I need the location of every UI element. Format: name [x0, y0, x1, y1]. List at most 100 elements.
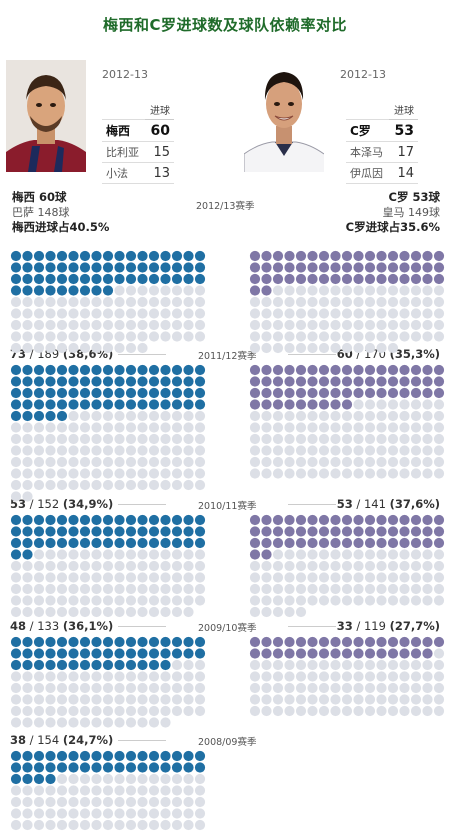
messi-team-goal-dot-2 [194, 549, 206, 560]
messi-team-goal-dot-3 [183, 659, 194, 671]
ronaldo-goal-dot-1 [410, 376, 422, 387]
messi-team-goal-dot-3 [183, 682, 194, 694]
messi-team-goal-dot-1 [22, 468, 33, 479]
ronaldo-goal-dot-0 [353, 262, 364, 273]
messi-team-goal-dot-1 [56, 422, 68, 433]
messi-goal-dot-1 [68, 387, 79, 399]
ronaldo-team-goal-dot-0 [284, 342, 295, 354]
ronaldo-goal-dot-1 [364, 364, 376, 376]
ronaldo-team-goal-dot-2 [307, 583, 318, 595]
ronaldo-goal-dot-1 [307, 399, 318, 410]
messi-team-goal-dot-3 [160, 682, 171, 694]
messi-team-goal-dot-1 [22, 456, 33, 468]
ronaldo-team-goal-dot-1 [364, 456, 376, 468]
messi-goal-dot-1 [33, 387, 45, 399]
messi-team-goal-dot-0 [194, 308, 206, 319]
ronaldo-goal-dot-3 [272, 648, 284, 659]
messi-goal-dot-4 [137, 762, 148, 773]
messi-team-goal-dot-4 [22, 808, 33, 819]
messi-team-goal-dot-3 [33, 705, 45, 717]
ronaldo-goal-dot-0 [399, 273, 410, 285]
ronaldo-team-goal-dot-3 [295, 659, 307, 671]
messi-goal-dot-3 [33, 648, 45, 659]
ronaldo-team-goal-dot-1 [399, 456, 410, 468]
messi-team-goal-dot-1 [45, 468, 56, 479]
ronaldo-team-goal-dot-0 [410, 319, 422, 331]
messi-team-goal-dot-0 [114, 319, 125, 331]
messi-goal-dot-0 [183, 262, 194, 273]
messi-goal-dot-3 [171, 636, 183, 648]
ronaldo-team-goal-dot-2 [330, 572, 341, 583]
ronaldo-goal-dot-1 [261, 399, 272, 410]
messi-team-goal-dot-4 [114, 819, 125, 831]
messi-goal-dot-0 [148, 262, 160, 273]
messi-goal-dot-4 [137, 750, 148, 762]
season-label-2011: 2011/12赛季 [198, 351, 257, 362]
messi-goal-dot-2 [160, 537, 171, 549]
ronaldo-team-goal-dot-0 [249, 308, 261, 319]
messi-team-goal-dot-3 [137, 705, 148, 717]
higuain-row-name: 伊瓜因 [346, 162, 389, 184]
ronaldo-team-goal-dot-2 [410, 549, 422, 560]
messi-team-goal-dot-1 [56, 445, 68, 456]
ronaldo-goal-dot-3 [433, 636, 445, 648]
ronaldo-team-goal-dot-2 [422, 560, 433, 572]
messi-team-goal-dot-3 [102, 694, 114, 705]
ronaldo-team-goal-dot-2 [261, 606, 272, 618]
messi-team-goal-dot-0 [160, 285, 171, 296]
ronaldo-team-goal-dot-0 [295, 342, 307, 354]
messi-goal-dot-1 [148, 376, 160, 387]
ronaldo-team-goal-dot-2 [410, 572, 422, 583]
ronaldo-team-goal-dot-1 [422, 456, 433, 468]
messi-team-goal-dot-1 [79, 445, 91, 456]
ronaldo-team-goal-dot-0 [364, 308, 376, 319]
ronaldo-team-goal-dot-1 [341, 445, 353, 456]
messi-team-goal-dot-2 [22, 595, 33, 606]
messi-team-goal-dot-3 [33, 671, 45, 682]
ronaldo-goal-dot-2 [387, 526, 399, 537]
messi-team-goal-dot-1 [102, 468, 114, 479]
messi-team-goal-dot-1 [171, 433, 183, 445]
ronaldo-goal-dot-0 [364, 273, 376, 285]
rule-2010-right [288, 504, 336, 505]
messi-team-goal-dot-4 [183, 796, 194, 808]
ronaldo-team-goal-dot-0 [433, 296, 445, 308]
messi-team-goal-dot-0 [10, 308, 22, 319]
ronaldo-team-goal-dot-0 [410, 308, 422, 319]
messi-goal-dot-2 [68, 537, 79, 549]
messi-goal-dot-2 [148, 514, 160, 526]
ronaldo-team-goal-dot-3 [295, 682, 307, 694]
ronaldo-team-goal-dot-1 [376, 399, 387, 410]
messi-goal-dot-0 [125, 250, 137, 262]
ronaldo-goal-dot-3 [341, 636, 353, 648]
ronaldo-goal-dot-2 [318, 537, 330, 549]
messi-goal-dot-3 [68, 636, 79, 648]
ronaldo-team-goal-dot-2 [307, 595, 318, 606]
messi-team-goal-dot-0 [102, 331, 114, 342]
messi-team-goal-dot-3 [194, 659, 206, 671]
messi-goal-dot-2 [194, 526, 206, 537]
ronaldo-team-goal-dot-0 [387, 319, 399, 331]
ronaldo-goal-dot-1 [272, 387, 284, 399]
messi-goal-dot-2 [22, 526, 33, 537]
messi-team-goal-dot-0 [194, 331, 206, 342]
ronaldo-team-goal-dot-1 [272, 456, 284, 468]
messi-team-goal-dot-4 [33, 819, 45, 831]
messi-goal-dot-1 [45, 376, 56, 387]
ronaldo-team-goal-dot-1 [261, 410, 272, 422]
messi-goal-dot-2 [33, 537, 45, 549]
messi-goal-dot-4 [171, 750, 183, 762]
messi-goal-dot-0 [56, 273, 68, 285]
ronaldo-goal-dot-2 [399, 537, 410, 549]
messi-team-goal-dot-3 [10, 694, 22, 705]
messi-goal-dot-0 [56, 285, 68, 296]
ronaldo-team-goal-dot-0 [307, 342, 318, 354]
ronaldo-goal-dot-2 [353, 537, 364, 549]
ronaldo-team-goal-dot-3 [364, 659, 376, 671]
ronaldo-goal-dot-0 [318, 250, 330, 262]
messi-team-goal-dot-4 [148, 773, 160, 785]
ronaldo-goal-dot-2 [261, 514, 272, 526]
ronaldo-team-goal-dot-1 [261, 456, 272, 468]
messi-goal-dot-3 [10, 648, 22, 659]
ronaldo-team-goal-dot-3 [272, 671, 284, 682]
